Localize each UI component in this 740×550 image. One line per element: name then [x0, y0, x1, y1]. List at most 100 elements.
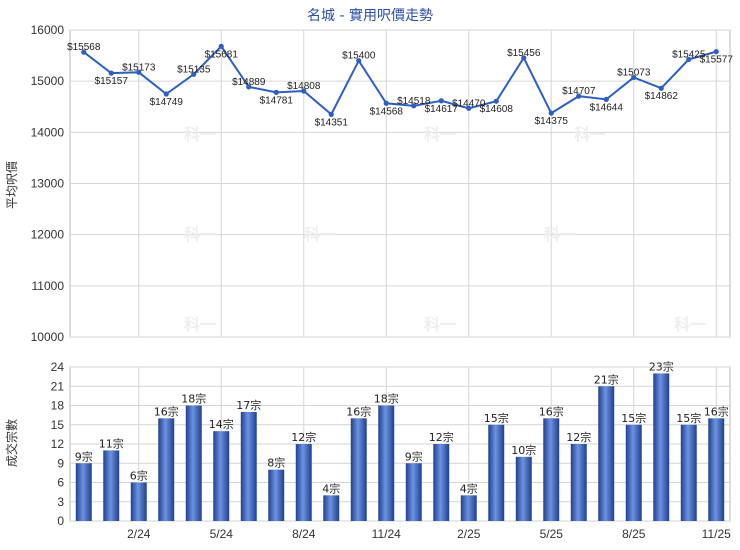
price-data-label: $14351	[315, 117, 349, 128]
watermark: 科一	[184, 125, 216, 144]
volume-bar	[405, 463, 422, 521]
volume-data-label: 18宗	[181, 392, 206, 406]
volume-data-label: 15宗	[676, 411, 701, 425]
watermark: 科一	[184, 315, 216, 334]
volume-bar	[268, 469, 285, 521]
price-data-label: $14707	[562, 86, 596, 97]
volume-data-label: 4宗	[322, 481, 340, 495]
x-tick-label: 11/25	[702, 527, 731, 541]
price-point	[521, 55, 527, 61]
volume-data-label: 12宗	[566, 430, 591, 444]
volume-data-label: 16宗	[346, 404, 371, 418]
price-tick-label: 13000	[31, 177, 65, 191]
price-point	[603, 96, 609, 102]
price-data-label: $15157	[95, 76, 129, 87]
volume-bar	[350, 418, 367, 521]
volume-bar	[680, 424, 697, 521]
volume-bar	[158, 418, 175, 521]
volume-tick-label: 0	[57, 514, 64, 528]
volume-data-label: 11宗	[99, 436, 124, 450]
watermark: 科一	[424, 125, 456, 144]
price-data-label: $15681	[205, 49, 239, 60]
price-data-label: $14617	[425, 104, 459, 115]
volume-bar	[515, 456, 532, 521]
price-tick-label: 11000	[32, 279, 65, 293]
volume-data-label: 12宗	[291, 430, 316, 444]
volume-data-label: 15宗	[621, 411, 646, 425]
watermark: 科一	[574, 125, 606, 144]
price-data-label: $15173	[122, 62, 156, 73]
price-point	[576, 93, 582, 99]
price-data-label: $14781	[260, 95, 294, 106]
volume-tick-label: 3	[57, 495, 64, 509]
price-point	[631, 74, 637, 81]
price-data-label: $15073	[617, 67, 651, 78]
price-point	[191, 71, 197, 77]
price-data-label: $14749	[150, 97, 184, 108]
price-data-label: $14470	[452, 98, 486, 109]
price-point	[548, 110, 554, 116]
price-point	[658, 85, 664, 91]
price-data-label: $14568	[370, 106, 404, 117]
volume-bar	[488, 424, 505, 521]
volume-bar	[653, 373, 670, 521]
price-tick-label: 12000	[31, 228, 65, 242]
volume-data-label: 16宗	[704, 404, 729, 418]
x-tick-label: 5/24	[210, 527, 234, 541]
price-tick-label: 10000	[31, 330, 65, 344]
price-point	[411, 103, 417, 109]
x-tick-label: 2/24	[127, 527, 151, 541]
volume-bar	[185, 405, 202, 521]
price-data-label: $15135	[177, 64, 211, 75]
x-tick-label: 11/24	[372, 527, 401, 541]
volume-bar	[570, 444, 587, 521]
volume-bar	[708, 418, 725, 521]
volume-bar	[323, 495, 340, 521]
volume-data-label: 16宗	[539, 404, 564, 418]
volume-data-label: 16宗	[154, 404, 179, 418]
volume-tick-label: 6	[57, 476, 64, 490]
price-data-label: $14808	[287, 81, 321, 92]
x-tick-label: 2/25	[457, 527, 481, 541]
price-point	[163, 91, 169, 97]
price-point	[246, 84, 252, 90]
volume-bar	[75, 463, 92, 521]
watermark: 科一	[544, 225, 576, 244]
volume-tick-label: 18	[51, 399, 65, 413]
volume-bar	[378, 405, 395, 521]
chart-title: 名城 - 實用呎價走勢	[307, 7, 433, 24]
price-axis-label: 平均呎價	[5, 161, 19, 209]
volume-axis-label: 成交宗數	[4, 419, 19, 467]
volume-bar	[295, 444, 312, 521]
volume-data-label: 18宗	[374, 392, 399, 406]
volume-data-label: 12宗	[429, 430, 454, 444]
volume-data-label: 4宗	[460, 481, 478, 495]
price-point	[466, 105, 472, 111]
price-point	[273, 89, 279, 95]
volume-bar	[130, 482, 147, 521]
price-data-label: $15568	[67, 42, 101, 53]
price-series-line	[83, 44, 717, 116]
price-tick-label: 14000	[31, 125, 65, 139]
x-tick-label: 8/25	[622, 527, 646, 541]
volume-bar	[460, 495, 477, 521]
price-point	[136, 69, 142, 75]
price-point	[218, 43, 224, 49]
price-point	[713, 49, 719, 55]
x-tick-label: 5/25	[540, 527, 564, 541]
price-data-label: $14862	[645, 91, 679, 102]
volume-tick-label: 24	[51, 360, 65, 374]
volume-tick-label: 15	[51, 418, 65, 432]
volume-data-label: 6宗	[130, 469, 148, 483]
price-point	[301, 88, 307, 94]
volume-data-label: 9宗	[75, 449, 93, 463]
price-data-label: $15456	[507, 48, 541, 59]
watermark: 科一	[674, 315, 706, 334]
price-data-label: $15425	[672, 49, 706, 60]
volume-data-label: 23宗	[649, 359, 674, 373]
volume-data-label: 8宗	[267, 456, 285, 470]
volume-data-label: 21宗	[594, 372, 619, 386]
price-data-label: $15400	[342, 51, 376, 62]
watermark: 科一	[184, 225, 216, 244]
